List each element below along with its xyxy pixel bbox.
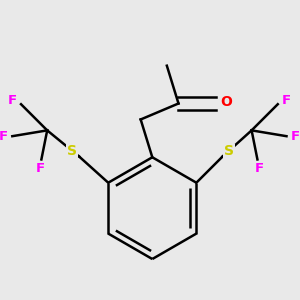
- Text: F: F: [8, 94, 17, 107]
- Text: F: F: [282, 94, 291, 107]
- Text: F: F: [291, 130, 300, 143]
- Text: S: S: [67, 144, 77, 158]
- Text: S: S: [224, 144, 234, 158]
- Text: F: F: [35, 162, 44, 175]
- Text: F: F: [254, 162, 263, 175]
- Text: O: O: [220, 95, 232, 109]
- Text: F: F: [0, 130, 8, 143]
